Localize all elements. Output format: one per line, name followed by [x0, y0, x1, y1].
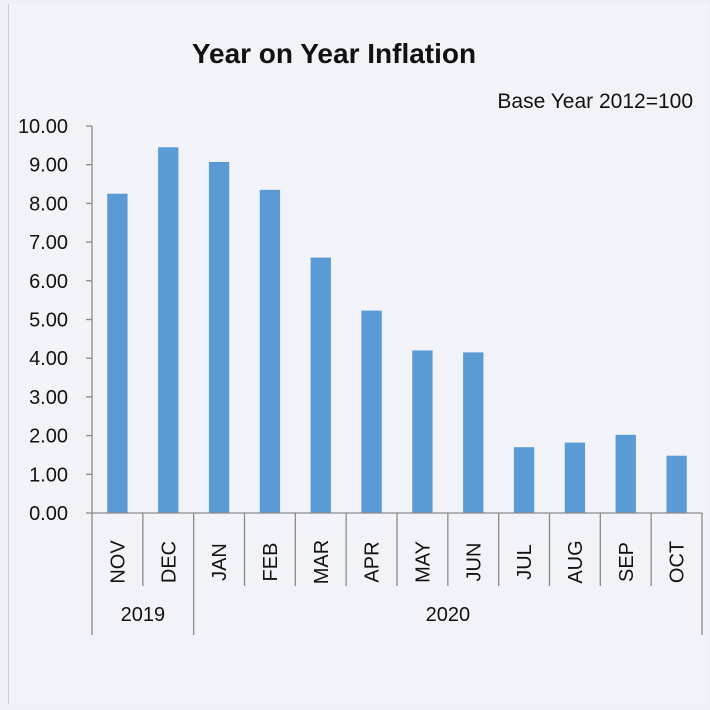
- y-tick-label: 7.00: [29, 232, 68, 254]
- bar-jan: [208, 161, 230, 513]
- x-axis: NOV DEC JAN FEB MAR APR MAY JUN JUL AUG SEP OCT 2019…: [91, 512, 703, 635]
- y-tick-label: 1.00: [29, 464, 68, 486]
- y-tick-label: 3.00: [29, 387, 68, 409]
- bar-dec: [158, 147, 179, 513]
- x-tick-label: DEC: [158, 541, 180, 583]
- x-tick-label: SEP: [616, 542, 638, 582]
- chart-subtitle: Base Year 2012=100: [497, 90, 693, 113]
- y-tick-label: 10.00: [18, 116, 68, 138]
- bar-may: [412, 350, 433, 513]
- bar-nov: [107, 193, 128, 513]
- bar-sep: [615, 434, 636, 513]
- bar-feb: [259, 189, 281, 514]
- x-group-label: 2020: [426, 604, 471, 626]
- x-tick-label: AUG: [565, 540, 587, 583]
- x-tick-label: OCT: [667, 541, 689, 583]
- bar-mar: [310, 257, 331, 513]
- x-tick-label: JAN: [209, 543, 231, 581]
- bar-jul: [513, 447, 535, 513]
- y-axis: 0.00 1.00 2.00 3.00 4.00 5.00 6.00 7.00 8.00 9.00…: [18, 116, 93, 525]
- x-tick-label: APR: [362, 541, 384, 582]
- x-tick-label: NOV: [107, 540, 129, 584]
- x-group-label: 2019: [121, 604, 166, 626]
- chart-title: Year on Year Inflation: [192, 38, 476, 69]
- bars: [107, 147, 687, 514]
- bar-aug: [564, 442, 586, 513]
- x-tick-label: MAR: [311, 540, 333, 584]
- y-tick-label: 9.00: [29, 155, 68, 177]
- bar-apr: [361, 310, 382, 513]
- x-tick-label: MAY: [412, 541, 434, 583]
- y-tick-label: 5.00: [29, 310, 68, 332]
- x-tick-label: JUN: [463, 543, 485, 582]
- y-tick-label: 2.00: [29, 426, 68, 448]
- y-tick-label: 8.00: [29, 193, 68, 215]
- y-tick-label: 0.00: [29, 503, 68, 525]
- x-tick-label: JUL: [514, 544, 536, 580]
- bar-oct: [666, 455, 687, 513]
- x-tick-label: FEB: [260, 543, 282, 582]
- y-tick-label: 6.00: [29, 271, 68, 293]
- bar-jun: [463, 352, 484, 513]
- y-tick-label: 4.00: [29, 348, 68, 370]
